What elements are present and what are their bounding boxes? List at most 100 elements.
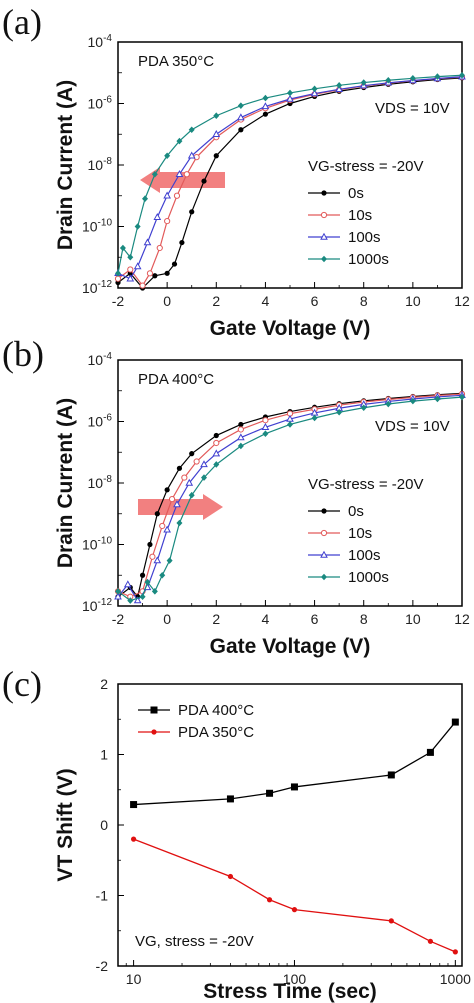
data-point [154,511,160,517]
data-point [127,266,134,273]
data-point [287,421,293,428]
data-point [213,461,220,468]
y-tick-label: 1 [100,747,108,763]
x-ticks-a: -2 0 2 4 6 8 10 12 [112,282,470,309]
data-point [287,89,293,97]
data-point [212,449,221,457]
data-point [181,474,188,481]
data-point [290,783,298,791]
y-tick-label: 10-6 [88,413,113,430]
data-point [164,152,171,160]
x-ticks-c: 10 100 1000 [126,960,471,987]
legend-swatch-marker [321,255,327,263]
legend-label: 1000s [348,569,389,586]
data-point [291,907,298,913]
series-1000s [115,71,465,277]
data-point [360,404,367,412]
data-point [115,270,121,277]
x-tick-label: 8 [360,611,368,627]
data-point [459,393,465,401]
data-point [166,557,173,564]
data-point [179,239,185,246]
data-point [130,801,138,809]
data-point [387,771,395,779]
data-point [261,102,270,110]
y-axis-label-b: Drain Current (A) [54,398,77,568]
y-axis-label-a: Drain Current (A) [54,80,77,250]
data-point [119,244,126,252]
panel-b: (b) -2 0 2 4 6 8 10 12 10-12 10-10 10-8 10-6 10-4 G… [2,334,470,658]
legend-label: PDA 400°C [178,702,254,719]
data-point [237,426,244,433]
x-tick-label: -2 [112,611,125,627]
vds-label-b: VDS = 10V [375,418,450,435]
x-tick-label: 0 [163,611,171,627]
data-point [164,487,170,493]
y-ticks-c: -2 -1 0 1 2 [96,676,124,974]
data-point [201,474,207,481]
data-point [385,400,392,408]
plot-frame-c [117,683,463,967]
pda-label-b: PDA 400°C [138,371,214,388]
shift-arrow-a [140,167,225,193]
x-axis-label-b: Gate Voltage (V) [210,635,371,658]
data-point [146,270,154,277]
x-tick-label: -2 [112,293,125,309]
legend-label: 100s [348,547,381,564]
x-tick-label: 1000 [440,971,471,987]
data-point [200,460,208,468]
series-pda-400-c [130,718,459,809]
data-point [336,82,343,89]
legend-label: PDA 350°C [178,724,254,741]
data-point [188,126,195,134]
data-point [336,408,343,416]
series-c [130,718,459,955]
data-point [164,270,170,276]
legend-label: 100s [348,229,381,246]
data-point [261,423,270,430]
legend-label: 10s [348,207,372,224]
data-point [147,541,153,548]
y-tick-label: 10-10 [82,218,112,235]
data-point [183,171,190,178]
y-tick-label: 10-12 [82,597,112,614]
legend-a: 0s 10s 100s 1000s [308,185,389,268]
data-point [385,76,392,84]
x-tick-label: 8 [360,293,368,309]
data-point [139,593,146,601]
data-point [156,244,163,252]
data-point [133,596,142,604]
legend-swatch-marker [321,508,327,514]
data-point [139,282,146,289]
legend-label: 10s [348,525,372,542]
data-point [452,949,458,955]
data-point [434,73,441,80]
legend-swatch-marker [320,211,328,219]
data-point [187,151,196,159]
legend-swatch-marker [320,529,328,537]
data-point [189,451,195,457]
legend-swatch-marker [150,706,158,714]
data-point [139,572,146,578]
data-point [262,430,269,438]
data-point [115,588,121,595]
data-point [164,217,171,225]
legend-title-a: VG-stress = -20V [308,158,423,175]
y-tick-label: 2 [100,676,108,692]
x-tick-label: 6 [311,611,319,627]
x-axis-label-a: Gate Voltage (V) [210,317,371,340]
data-point [168,495,176,503]
data-point [143,238,152,246]
data-point [311,85,318,93]
data-point [134,223,141,230]
data-point [262,94,269,102]
series-b [114,390,466,604]
series-line [117,392,463,599]
data-point [173,500,181,508]
data-point [130,836,137,842]
data-point [409,397,416,405]
data-point [142,195,149,203]
data-point [409,74,416,82]
data-point [266,897,273,903]
